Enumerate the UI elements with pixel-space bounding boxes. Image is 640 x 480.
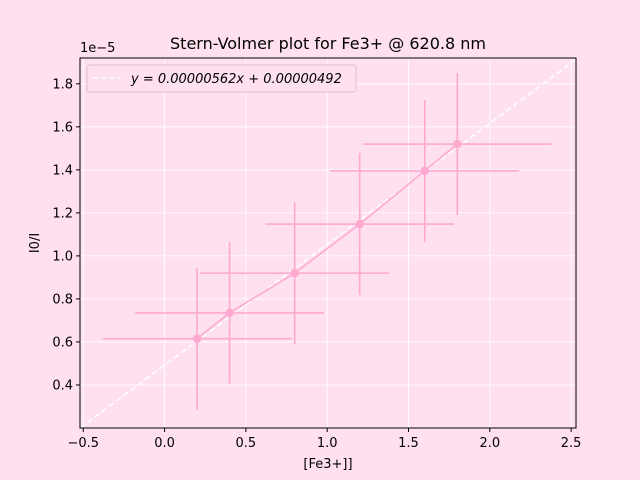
data-point bbox=[192, 334, 202, 343]
y-tick-label: 1.4 bbox=[52, 163, 73, 178]
x-tick-label: 2.5 bbox=[561, 436, 582, 451]
data-series-line bbox=[196, 143, 458, 340]
data-line-layer bbox=[196, 143, 458, 340]
data-point bbox=[420, 166, 429, 176]
fit-line-layer bbox=[79, 58, 577, 429]
legend-box bbox=[86, 64, 357, 93]
y-tick-label: 1.6 bbox=[52, 120, 73, 135]
y-tick-label: 1.0 bbox=[52, 249, 73, 264]
x-tick-label: 1.0 bbox=[317, 436, 338, 451]
y-tick-label: 1.8 bbox=[52, 77, 73, 92]
data-point bbox=[355, 219, 364, 229]
x-axis-ticks: −0.5 0.0 0.5 1.0 1.5 2.0 2.5 bbox=[67, 428, 581, 451]
y-tick-label: 0.8 bbox=[52, 292, 73, 307]
x-tick-label: 1.5 bbox=[398, 436, 419, 451]
y-tick-label: 0.4 bbox=[52, 378, 73, 393]
y-tick-label: 0.6 bbox=[52, 335, 73, 350]
chart-title: Stern-Volmer plot for Fe3+ @ 620.8 nm bbox=[170, 34, 486, 53]
fit-line bbox=[79, 58, 577, 429]
grid-lines bbox=[80, 58, 576, 428]
y-axis-label: I0/I bbox=[28, 233, 43, 253]
axes-frame bbox=[79, 57, 577, 429]
data-point bbox=[453, 139, 462, 149]
data-markers bbox=[192, 139, 462, 343]
legend: y = 0.00000562x + 0.00000492 bbox=[86, 64, 357, 93]
y-tick-label: 1.2 bbox=[52, 206, 73, 221]
y-axis-offset-label: 1e−5 bbox=[80, 41, 115, 56]
x-axis-label: [Fe3+]] bbox=[303, 457, 352, 472]
x-tick-label: 0.0 bbox=[154, 436, 175, 451]
legend-fit-line-label: y = 0.00000562x + 0.00000492 bbox=[130, 72, 342, 87]
data-point bbox=[290, 268, 299, 278]
data-point bbox=[225, 308, 234, 318]
x-tick-label: 0.5 bbox=[236, 436, 257, 451]
y-axis-ticks: 0.4 0.6 0.8 1.0 1.2 1.4 1.6 1.8 bbox=[52, 77, 80, 393]
x-tick-label: −0.5 bbox=[67, 436, 99, 451]
plot-area bbox=[79, 57, 577, 429]
x-tick-label: 2.0 bbox=[479, 436, 500, 451]
